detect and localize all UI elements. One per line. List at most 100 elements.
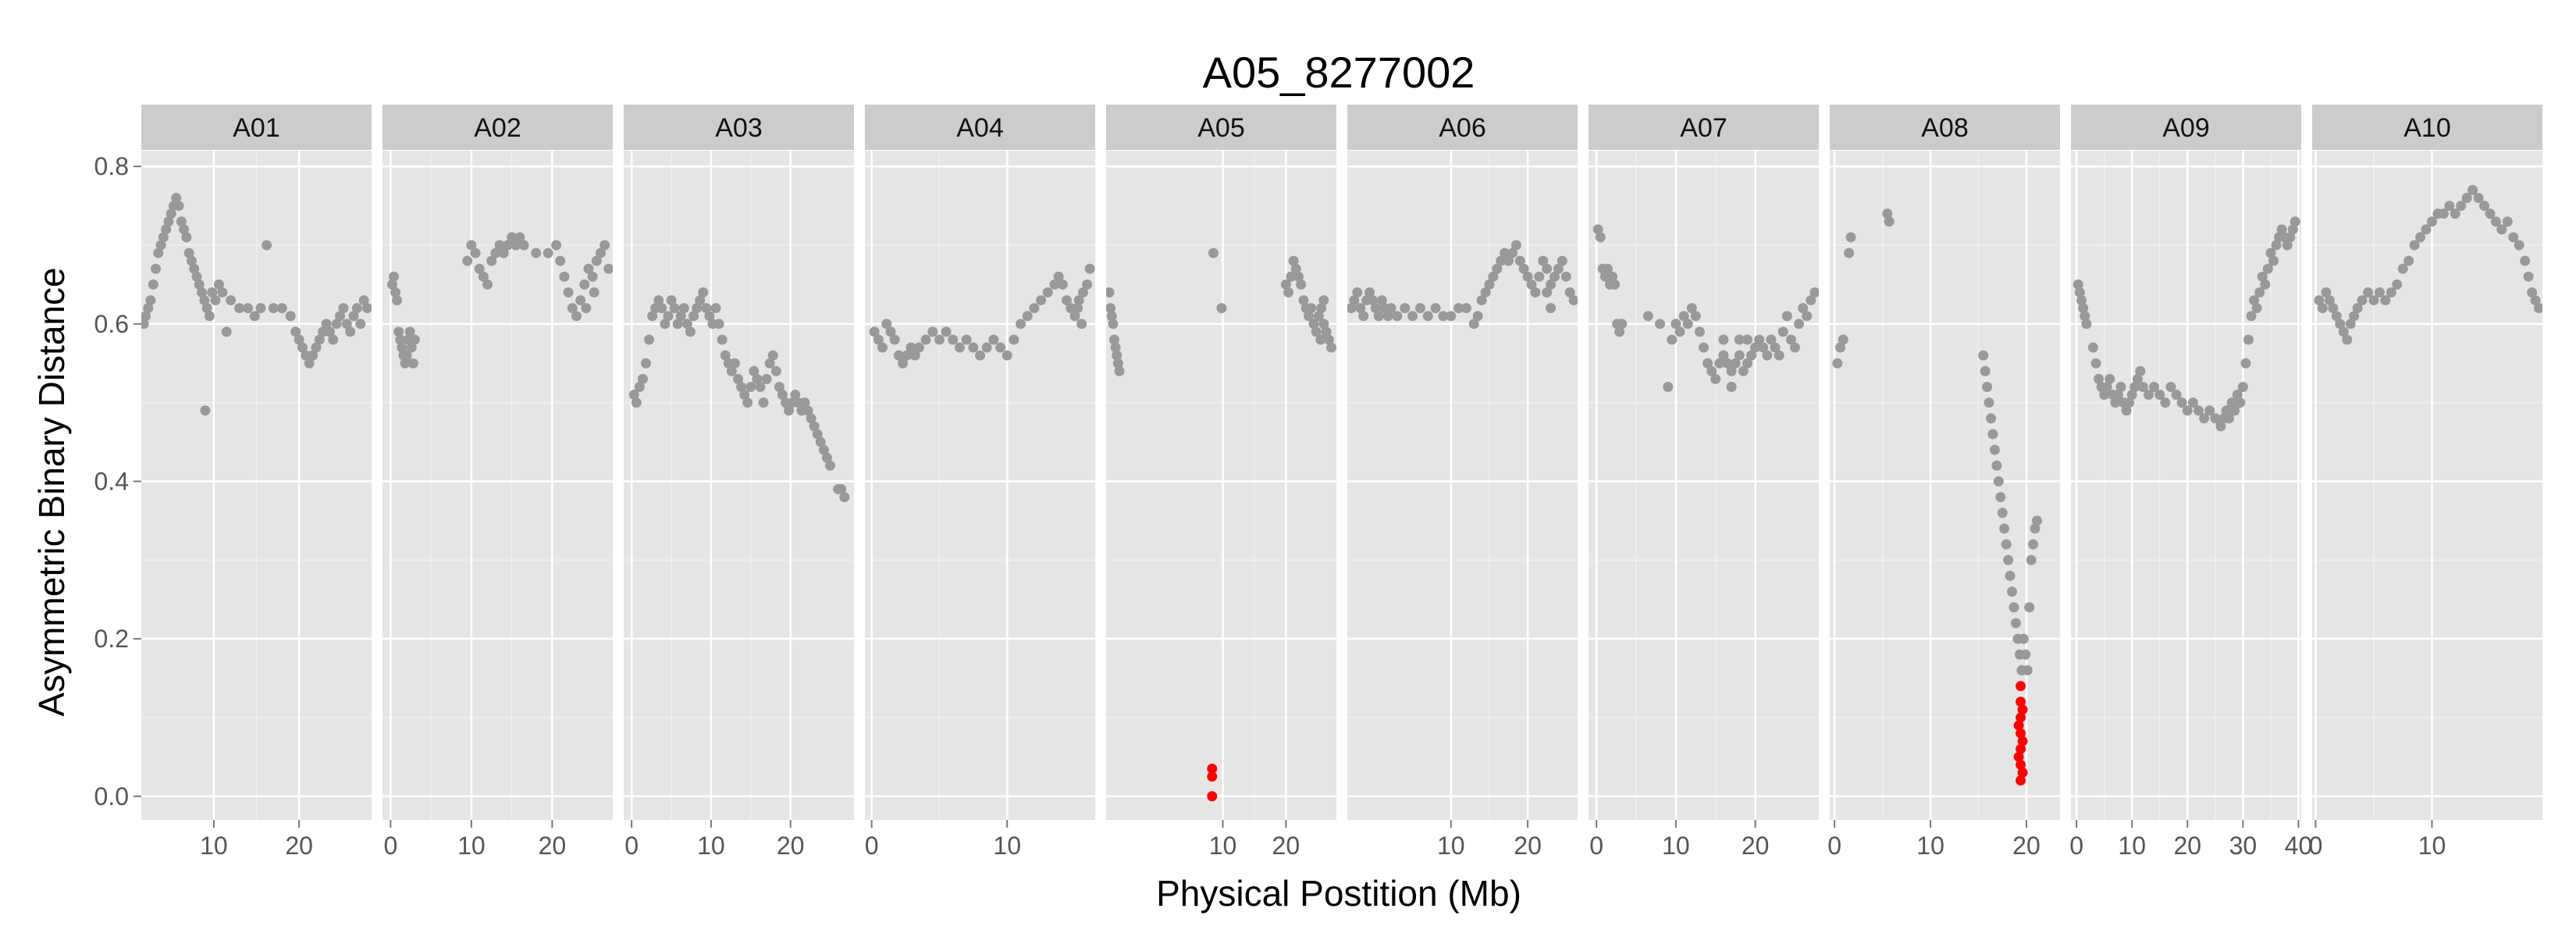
data-point [774, 381, 785, 392]
data-point [954, 342, 965, 353]
data-point [695, 295, 706, 306]
data-point [2450, 208, 2460, 219]
data-point [2314, 295, 2325, 306]
data-point [941, 326, 952, 337]
data-point [210, 295, 221, 306]
data-point [2374, 287, 2385, 297]
data-point [400, 358, 411, 369]
data-point [204, 311, 215, 322]
data-point [2024, 602, 2035, 613]
data-point [397, 342, 407, 353]
data-point [186, 255, 197, 266]
data-point [1016, 319, 1026, 330]
x-tick-label: 10 [2118, 832, 2146, 860]
data-point [1738, 365, 1749, 376]
data-point [226, 295, 237, 306]
data-point [559, 271, 570, 282]
data-point [2438, 208, 2449, 219]
data-point [1208, 248, 1219, 258]
data-point [2080, 311, 2090, 322]
data-point [2112, 390, 2123, 401]
data-point [1642, 311, 1653, 322]
facet-strip-label: A07 [1680, 113, 1727, 143]
data-point [1072, 303, 1083, 314]
data-point [1832, 358, 1843, 369]
data-point [1077, 287, 1088, 297]
data-point [2224, 413, 2235, 424]
data-point [1073, 295, 1084, 306]
panel-points [869, 263, 1095, 369]
data-point [1610, 279, 1621, 290]
data-point [1468, 319, 1479, 330]
data-point [2165, 381, 2176, 392]
data-point [2254, 287, 2265, 297]
y-tick-label: 0.2 [94, 625, 129, 653]
data-point [1286, 271, 1297, 282]
data-point [207, 287, 218, 297]
data-point [2078, 303, 2089, 314]
data-point [2087, 342, 2098, 353]
data-point [761, 373, 772, 384]
data-point [1042, 287, 1053, 297]
x-tick-label: 20 [2173, 832, 2201, 860]
data-point [720, 350, 731, 361]
data-point [704, 311, 715, 322]
data-point [176, 216, 187, 227]
data-point [2105, 373, 2115, 384]
panel-background [2312, 151, 2542, 820]
data-point [1674, 326, 1685, 337]
data-point [1789, 342, 1800, 353]
data-point [1049, 279, 1060, 290]
data-point [1984, 397, 1994, 408]
x-tick-label: 10 [1662, 832, 1690, 860]
data-point [191, 271, 202, 282]
data-point [243, 303, 254, 314]
data-point [745, 381, 756, 392]
data-point [2160, 397, 2171, 408]
data-point [308, 350, 318, 361]
data-point [634, 381, 645, 392]
data-point [2534, 303, 2542, 314]
data-point [2415, 232, 2426, 243]
highlight-point [2013, 751, 2024, 762]
data-point [812, 429, 823, 440]
data-point [462, 255, 473, 266]
facet-strip-label: A02 [474, 113, 521, 143]
data-point [2392, 279, 2403, 290]
data-point [1347, 303, 1357, 314]
data-point [678, 303, 689, 314]
data-point [1062, 295, 1073, 306]
data-point [141, 311, 151, 322]
data-point [181, 232, 192, 243]
data-point [1560, 271, 1571, 282]
data-point [507, 232, 518, 243]
x-tick-label: 10 [200, 832, 228, 860]
data-point [647, 311, 658, 322]
data-point [2121, 405, 2132, 416]
data-point [355, 319, 366, 330]
data-point [498, 248, 509, 258]
panel-background [1347, 151, 1578, 820]
data-point [2265, 248, 2276, 258]
data-point [1766, 334, 1777, 345]
data-point [631, 397, 642, 408]
facet-strip [1347, 105, 1578, 150]
data-point [1422, 311, 1433, 322]
data-point [1542, 287, 1553, 297]
facet-strip [1830, 105, 2060, 150]
data-point [644, 334, 655, 345]
data-point [2287, 224, 2298, 235]
data-point [1002, 350, 1012, 361]
data-point [348, 311, 359, 322]
data-point [1109, 334, 1120, 345]
facet-strip [1589, 105, 1819, 150]
data-point [600, 240, 610, 251]
data-point [660, 319, 671, 330]
data-point [2176, 397, 2187, 408]
data-point [1367, 295, 1378, 306]
data-point [1781, 311, 1792, 322]
data-point [2461, 192, 2472, 203]
data-point [1802, 311, 1813, 322]
data-point [948, 334, 959, 345]
y-tick-label: 0.8 [94, 152, 129, 180]
